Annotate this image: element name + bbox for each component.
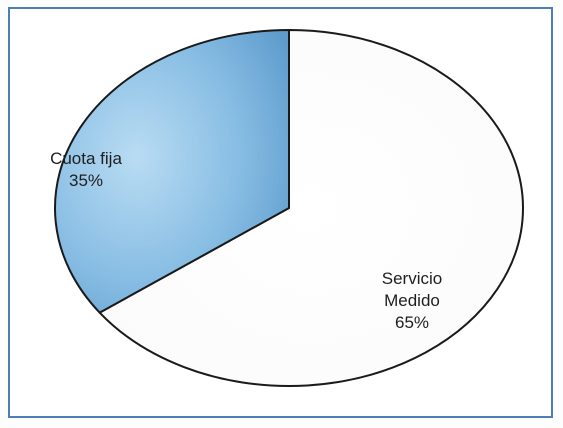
pie-category-label: Servicio xyxy=(382,269,442,288)
pie-category-label: Medido xyxy=(384,291,440,310)
pie-value-label: 65% xyxy=(395,313,429,332)
chart-frame: Servicio Medido 65% Cuota fija 35% xyxy=(8,7,553,418)
pie-slice-cuota-fija xyxy=(54,29,290,314)
pie-chart: Servicio Medido 65% Cuota fija 35% xyxy=(50,29,524,387)
pie-label-servicio-medido: Servicio Medido 65% xyxy=(382,269,442,332)
pie-label-cuota-fija: Cuota fija 35% xyxy=(50,149,122,190)
pie-slice-servicio-medido xyxy=(98,29,524,387)
pie-category-label: Cuota fija xyxy=(50,149,122,168)
pie-value-label: 35% xyxy=(69,171,103,190)
